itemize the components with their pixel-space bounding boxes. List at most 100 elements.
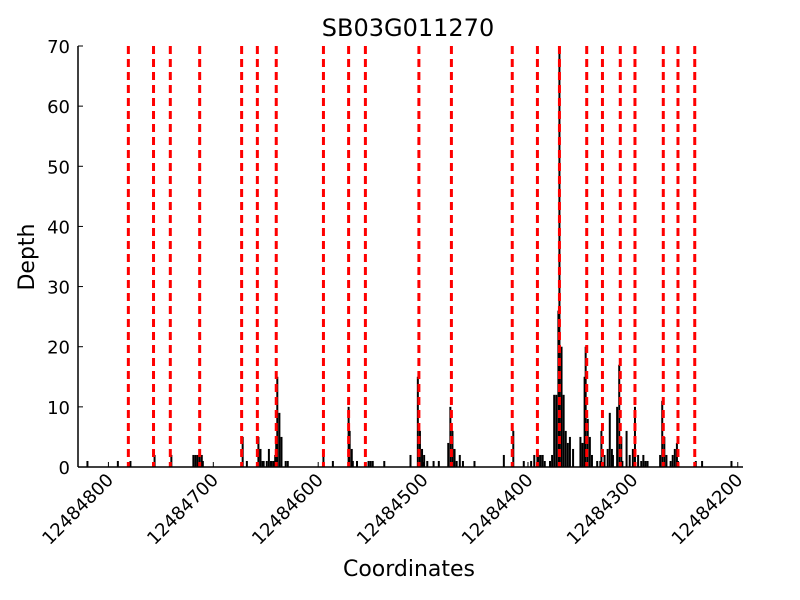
depth-bar: [631, 448, 634, 467]
depth-bar: [473, 460, 476, 467]
depth-bar: [530, 460, 533, 467]
depth-bar: [502, 454, 505, 467]
depth-bar: [371, 460, 374, 467]
depth-bar: [356, 460, 359, 467]
depth-bar: [198, 448, 201, 467]
depth-bar: [201, 460, 204, 467]
depth-bar: [665, 454, 668, 467]
depth-bar: [536, 448, 539, 467]
y-tick-label: 70: [47, 37, 70, 58]
depth-bar: [278, 412, 281, 467]
depth-bar: [269, 460, 272, 467]
depth-bar: [426, 460, 429, 467]
depth-bar: [153, 454, 156, 467]
depth-bar: [590, 454, 593, 467]
depth-bar: [599, 460, 602, 467]
depth-bar: [543, 460, 546, 467]
depth-bar: [564, 430, 567, 467]
depth-bar: [583, 376, 586, 467]
depth-bar: [610, 448, 613, 467]
depth-bar: [640, 460, 643, 467]
depth-bar: [276, 376, 279, 467]
x-tick-label: 12484400: [458, 470, 538, 550]
depth-bar: [280, 436, 283, 467]
depth-bar: [437, 460, 440, 467]
depth-bar: [286, 460, 289, 467]
depth-bar: [560, 346, 563, 467]
depth-bar: [621, 460, 624, 467]
depth-bar: [637, 454, 640, 467]
chart-title: SB03G011270: [322, 14, 494, 42]
depth-bar: [274, 454, 277, 467]
y-tick-label: 0: [59, 458, 70, 479]
depth-bar: [170, 454, 173, 467]
depth-bar: [551, 454, 554, 467]
depth-bar: [453, 448, 456, 467]
depth-bar: [568, 436, 571, 467]
y-axis-label: Depth: [15, 223, 40, 290]
depth-bar: [423, 454, 426, 467]
depth-bar: [701, 460, 704, 467]
depth-bar: [259, 448, 262, 467]
depth-bar: [200, 454, 203, 467]
depth-bar: [584, 346, 587, 467]
depth-bar: [432, 460, 435, 467]
depth-bar: [409, 454, 412, 467]
depth-bar: [539, 454, 542, 467]
y-tick-label: 50: [47, 157, 70, 178]
depth-bar: [549, 460, 552, 467]
x-tick-label: 12484800: [38, 470, 118, 550]
depth-bar: [461, 460, 464, 467]
depth-bar: [588, 436, 591, 467]
depth-bar: [600, 430, 603, 467]
depth-bar: [418, 430, 421, 467]
depth-bar: [348, 430, 351, 467]
depth-bar: [671, 454, 674, 467]
depth-bar: [369, 460, 372, 467]
depth-bar: [262, 460, 265, 467]
depth-bar: [331, 460, 334, 467]
depth-bar: [273, 460, 276, 467]
depth-bar: [196, 454, 199, 467]
depth-bar: [322, 454, 325, 467]
depth-bar: [730, 460, 733, 467]
depth-bar: [608, 412, 611, 467]
exon-boundary-lines: [126, 46, 697, 467]
depth-bar: [646, 460, 649, 467]
y-tick-label: 20: [47, 338, 70, 359]
x-tick-label: 12484600: [248, 470, 328, 550]
depth-bar: [628, 454, 631, 467]
depth-bar: [245, 460, 248, 467]
depth-bar: [416, 376, 419, 467]
depth-bar: [421, 448, 424, 467]
depth-bar: [541, 454, 544, 467]
depth-bar: [533, 454, 536, 467]
depth-bar: [625, 430, 628, 467]
axes: 0 10 20 30 40 50 60 70 12484800 12484700 12484600 1…: [38, 37, 747, 549]
depth-bar: [579, 436, 582, 467]
depth-bar: [606, 448, 609, 467]
depth-bar: [566, 442, 569, 467]
depth-bar: [451, 430, 454, 467]
y-tick-label: 40: [47, 217, 70, 238]
depth-bar: [673, 448, 676, 467]
x-axis-label: Coordinates: [343, 557, 475, 582]
depth-bar: [455, 460, 458, 467]
depth-bar: [642, 454, 645, 467]
x-tick-label: 12484300: [563, 470, 643, 550]
depth-bar: [284, 460, 287, 467]
y-tick-label: 60: [47, 97, 70, 118]
x-tick-label: 12484500: [353, 470, 433, 550]
depth-bar: [447, 442, 450, 467]
depth-bar: [512, 430, 515, 467]
depth-bar: [116, 460, 119, 467]
depth-bar: [659, 454, 662, 467]
depth-bar: [367, 460, 370, 467]
depth-bar: [581, 442, 584, 467]
depth-bar: [553, 394, 556, 467]
depth-bar: [86, 460, 89, 467]
depth-bar: [596, 460, 599, 467]
depth-bar: [194, 454, 197, 467]
depth-bar: [572, 448, 575, 467]
